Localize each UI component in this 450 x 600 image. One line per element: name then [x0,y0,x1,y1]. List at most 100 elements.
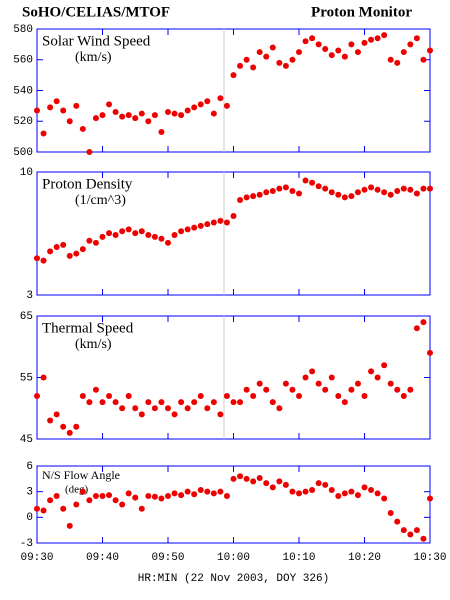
point [47,417,54,424]
point [407,41,414,48]
x-tick-label: 09:30 [20,552,53,564]
point [354,189,361,196]
point [328,189,335,196]
point [73,423,80,430]
point [381,362,388,369]
x-tick-label: 10:10 [282,552,315,564]
point [315,480,322,487]
point [335,392,342,399]
point [368,36,375,43]
panel-title: Thermal Speed [42,320,134,336]
point [99,233,106,240]
point [204,488,211,495]
point [309,486,316,493]
point [243,475,250,482]
point [132,230,139,237]
point [250,478,257,485]
point [151,493,158,500]
point [427,47,433,54]
point [34,505,40,512]
point [119,501,126,508]
point [178,112,185,119]
point [394,59,401,66]
point [420,185,427,192]
point [92,239,99,246]
point [66,522,73,529]
point [112,399,119,406]
point [86,237,93,244]
panel-title: N/S Flow Angle [42,468,120,482]
y-tick-label: 500 [13,147,33,159]
point [145,492,152,499]
point [217,95,224,102]
point [361,39,368,46]
point [184,226,191,233]
panel-title: Proton Density [42,176,133,192]
point [348,41,355,48]
point [407,386,414,393]
point [282,481,289,488]
point [151,112,158,119]
point [282,380,289,387]
point [158,399,165,406]
point [171,490,178,497]
point [328,486,335,493]
point [204,405,211,412]
point [237,62,244,69]
point [302,374,309,381]
point [296,190,302,197]
x-tick-label: 10:20 [348,552,381,564]
point [165,239,171,246]
point [381,32,388,39]
x-axis-label: HR:MIN (22 Nov 2003, DOY 326) [138,573,329,585]
point [184,107,191,114]
point [112,231,119,238]
point [99,112,106,119]
point [79,246,86,253]
point [269,484,276,491]
point [289,56,296,63]
point [138,110,145,117]
point [269,188,276,195]
point [296,49,302,56]
point [53,411,60,418]
point [40,374,47,381]
point [230,72,237,79]
x-tick-label: 10:00 [217,552,250,564]
point [60,505,67,512]
point [158,495,165,502]
point [427,495,433,502]
point [223,492,230,499]
point [322,481,329,488]
point [309,179,316,186]
point [217,488,224,495]
y-tick-label: -3 [20,538,33,550]
point [73,102,80,109]
point [171,110,178,117]
point [381,189,388,196]
point [387,191,394,198]
point [322,386,329,393]
point [341,399,348,406]
point [197,101,204,108]
point [178,399,185,406]
point [165,109,171,116]
point [315,41,322,48]
point [138,411,145,418]
point [361,392,368,399]
point [165,405,171,412]
point [381,495,388,502]
point [394,518,401,525]
point [99,492,106,499]
point [250,64,257,71]
point [145,118,152,125]
point [309,368,316,375]
point [276,478,283,485]
point [335,191,342,198]
point [413,190,420,197]
point [413,325,420,332]
point [53,243,60,250]
point [374,374,381,381]
point [289,488,296,495]
point [387,380,394,387]
